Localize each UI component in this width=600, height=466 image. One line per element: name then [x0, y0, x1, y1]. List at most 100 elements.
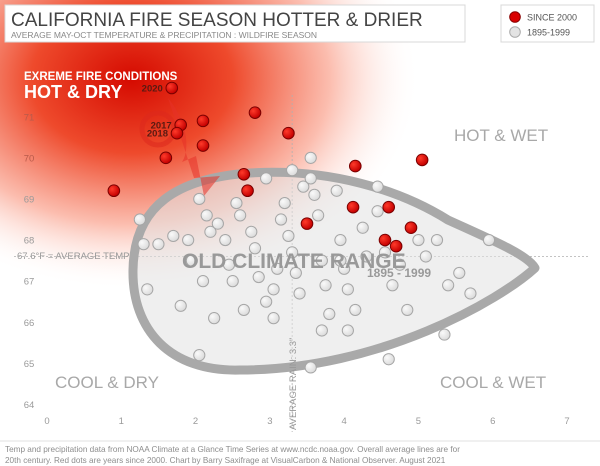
data-point-1895-1999 [297, 180, 310, 193]
data-point-1895-1999 [137, 238, 150, 251]
y-tick-label: 68 [24, 236, 35, 247]
data-point-since-2000 [196, 114, 210, 128]
data-point-1895-1999 [133, 213, 146, 226]
data-point-1895-1999 [482, 233, 496, 247]
data-point-1895-1999 [267, 283, 280, 296]
legend: SINCE 2000 1895-1999 [509, 11, 577, 38]
legend-marker [509, 11, 521, 23]
x-tick-label: 3 [267, 416, 272, 427]
data-point-1895-1999 [349, 303, 362, 317]
title-box [4, 4, 466, 43]
footer-line-1: Temp and precipitation data from NOAA Cl… [5, 445, 460, 454]
old-climate-range-years: 1895 - 1999 [367, 266, 431, 280]
x-tick-label: 6 [490, 416, 495, 427]
data-point-1895-1999 [260, 172, 273, 185]
legend-label: SINCE 2000 [527, 12, 577, 22]
data-point-since-2000 [382, 200, 396, 214]
data-point-since-2000 [241, 184, 254, 198]
y-tick-label: 67 [24, 277, 35, 288]
data-point-since-2000 [248, 106, 262, 119]
cool-wet-label: COOL & WET [440, 373, 546, 392]
x-tick-label: 2 [193, 416, 198, 427]
x-axis-ticks: 0 1 2 3 4 5 6 7 [44, 416, 569, 427]
data-point-1895-1999 [378, 246, 392, 259]
data-point-1895-1999 [286, 164, 299, 177]
data-point-1895-1999 [319, 279, 332, 292]
y-tick-label: 66 [24, 318, 35, 329]
x-tick-label: 7 [564, 416, 569, 427]
data-point-1895-1999 [419, 250, 432, 263]
data-point-1895-1999 [334, 233, 347, 247]
x-tick-label: 4 [341, 416, 346, 427]
data-point-since-2000 [404, 221, 418, 235]
data-point-since-2000 [415, 153, 429, 167]
data-point-1895-1999 [226, 275, 239, 288]
data-point-1895-1999 [393, 258, 406, 271]
data-label: 2020 [142, 83, 163, 94]
data-point-1895-1999 [274, 213, 288, 226]
y-tick-label: 65 [24, 359, 35, 370]
data-point-since-2000 [159, 151, 173, 165]
old-climate-range-outline [128, 167, 540, 375]
data-point-1895-1999 [196, 275, 210, 288]
data-point-1895-1999 [260, 295, 273, 308]
data-point-1895-1999 [308, 188, 321, 201]
x-tick-label: 1 [119, 416, 124, 427]
data-point-since-2000 [107, 184, 121, 198]
data-point-since-2000 [348, 159, 362, 173]
data-point-1895-1999 [315, 254, 328, 267]
data-point-1895-1999 [464, 287, 477, 300]
data-point-1895-1999 [315, 324, 328, 337]
x-tick-label: 5 [416, 416, 421, 427]
data-label: 2017 [151, 120, 172, 131]
data-point-since-2000 [300, 217, 314, 230]
hot-dry-label: HOT & DRY [24, 82, 122, 102]
legend-label: 1895-1999 [527, 27, 570, 37]
data-point-1895-1999 [204, 225, 217, 238]
data-point-1895-1999 [371, 205, 384, 218]
data-point-1895-1999 [341, 324, 354, 337]
data-point-1895-1999 [185, 254, 198, 267]
data-point-1895-1999 [230, 196, 243, 210]
data-point-since-2000 [282, 126, 295, 140]
data-point-1895-1999 [271, 262, 284, 275]
data-point-1895-1999 [382, 353, 395, 366]
data-point-1895-1999 [371, 180, 384, 193]
data-point-1895-1999 [248, 242, 262, 255]
data-point-1895-1999 [386, 279, 399, 292]
chart-title: CALIFORNIA FIRE SEASON HOTTER & DRIER [11, 10, 423, 31]
legend-marker [509, 26, 521, 38]
y-tick-label: 69 [24, 194, 35, 205]
old-climate-range-label: OLD CLIMATE RANGE [182, 250, 406, 273]
data-point-1895-1999 [341, 283, 354, 296]
data-point-1895-1999 [222, 258, 236, 271]
data-point-since-2000 [346, 200, 360, 214]
y-tick-label: 72 [24, 71, 35, 82]
data-point-1895-1999 [430, 233, 444, 247]
data-point-1895-1999 [442, 279, 455, 292]
data-point-1895-1999 [330, 184, 343, 197]
data-point-1895-1999 [245, 225, 258, 238]
data-point-1895-1999 [200, 209, 213, 222]
avg-rain-label: AVERAGE RAIN: 3.3" [288, 338, 299, 430]
data-point-1895-1999 [267, 312, 280, 325]
data-point-1895-1999 [438, 328, 451, 341]
data-point-1895-1999 [152, 238, 165, 251]
data-point-1895-1999 [193, 192, 206, 206]
data-label: 2018 [147, 129, 168, 140]
chart-subtitle: AVERAGE MAY-OCT TEMPERATURE & PRECIPITAT… [11, 30, 317, 40]
cool-dry-label: COOL & DRY [55, 373, 159, 392]
data-point-1895-1999 [360, 250, 373, 263]
data-point-since-2000 [196, 139, 210, 152]
data-point-1895-1999 [289, 266, 302, 280]
footer-line-2: 20th century. Red dots are years since 2… [5, 456, 446, 465]
x-tick-label: 0 [44, 416, 49, 427]
data-point-1895-1999 [208, 312, 221, 325]
data-point-1895-1999 [356, 221, 369, 234]
data-point-1895-1999 [286, 246, 299, 259]
series-1895-1999 [133, 151, 496, 374]
avg-temp-label: 67.6°F = AVERAGE TEMP [17, 251, 129, 262]
